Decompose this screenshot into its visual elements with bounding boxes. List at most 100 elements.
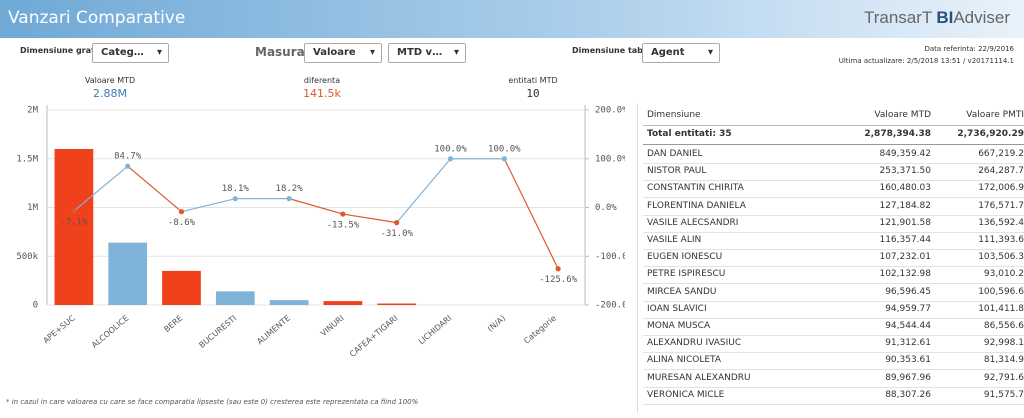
brand-text: BI: [936, 8, 954, 27]
y-tick-label: 1.5M: [16, 154, 38, 164]
table-cell: MIRCEA SANDU: [647, 286, 717, 297]
x-tick-label: LICHIDARI: [417, 314, 454, 347]
table-cell: 90,353.61: [885, 355, 931, 366]
dropdown[interactable]: Categ…: [92, 43, 169, 63]
line-value-label: 84.7%: [114, 152, 142, 162]
x-tick-label: APE+SUC: [41, 313, 77, 345]
table-cell: 667,219.2: [978, 149, 1024, 159]
line-segment: [127, 165, 182, 213]
table-header: Dimensiune Valoare MTD Valoare PMTI: [643, 105, 1024, 126]
total-row: Total entitati: 35 2,878,394.38 2,736,920.…: [643, 126, 1024, 145]
table-row[interactable]: FLORENTINA DANIELA 127,184.82 176,571.7: [643, 198, 1024, 216]
kpi-label: Valoare MTD: [84, 76, 136, 85]
line-segment: [73, 165, 129, 212]
total-cell: Total entitati: 35: [647, 129, 732, 139]
table-cell: 136,592.4: [978, 217, 1024, 228]
table-row[interactable]: ALINA NICOLETA 90,353.61 81,314.9: [643, 352, 1024, 371]
y2-tick-label: -100.0%: [595, 252, 625, 262]
column-header[interactable]: Valoare PMTI: [966, 110, 1024, 120]
bar: [269, 300, 309, 305]
x-tick-label: (N/A): [486, 314, 507, 334]
table-cell: 176,571.7: [978, 200, 1024, 211]
table-row[interactable]: MURESAN ALEXANDRU 89,967.96 92,791.6: [643, 370, 1024, 388]
table-row[interactable]: PETRE ISPIRESCU 102,132.98 93,010.2: [643, 266, 1024, 285]
line-point: [286, 196, 292, 202]
table-cell: 88,307.26: [885, 389, 931, 400]
y2-tick-label: 0.0%: [595, 203, 617, 213]
y-tick-label: 2M: [27, 106, 38, 116]
kpi-label: entitati MTD: [508, 76, 558, 85]
table-row[interactable]: EUGEN IONESCU 107,232.01 103,506.3: [643, 249, 1024, 268]
dropdown[interactable]: Agent: [642, 43, 720, 63]
line-segment: [396, 158, 451, 223]
table-cell: ALEXANDRU IVASIUC: [647, 338, 742, 349]
x-tick-label: BERE: [162, 314, 184, 334]
table-cell: 92,998.1: [983, 338, 1024, 349]
table-row[interactable]: VERONICA MICLE 88,307.26 91,575.7: [643, 387, 1024, 405]
table-row[interactable]: ALEXANDRU IVASIUC 91,312.61 92,998.1: [643, 335, 1024, 354]
table-cell: 102,132.98: [879, 269, 931, 280]
line-value-label: -13.5%: [327, 221, 360, 231]
dropdown[interactable]: MTD v…: [388, 43, 466, 63]
line-point: [125, 163, 131, 169]
line-point: [447, 156, 454, 162]
table-row[interactable]: DAN DANIEL 849,359.42 667,219.2: [643, 146, 1024, 164]
line-point: [232, 196, 238, 202]
column-header[interactable]: Valoare MTD: [874, 110, 931, 120]
table-cell: 160,480.03: [879, 183, 931, 194]
dropdown[interactable]: Valoare: [304, 43, 382, 63]
table-cell: 94,544.44: [885, 321, 931, 331]
y-tick-label: 0: [33, 301, 38, 311]
table-cell: MURESAN ALEXANDRU: [647, 372, 751, 383]
line-point: [394, 220, 400, 226]
x-axis-title: Categorie: [522, 314, 558, 346]
table-cell: NISTOR PAUL: [647, 166, 707, 177]
table-cell: VERONICA MICLE: [647, 389, 725, 400]
table-cell: 127,184.82: [879, 200, 931, 211]
table-cell: IOAN SLAVICI: [647, 303, 707, 314]
line-segment: [342, 213, 397, 224]
table-cell: 103,506.3: [978, 252, 1024, 263]
table-cell: 101,411.8: [978, 303, 1024, 314]
x-tick-label: ALCOOLICE: [90, 314, 131, 350]
table-cell: 172,006.9: [978, 183, 1024, 194]
y2-tick-label: 100.0%: [595, 154, 625, 164]
table-row[interactable]: NISTOR PAUL 253,371.50 264,287.7: [643, 163, 1024, 182]
table-row[interactable]: MONA MUSCA 94,544.44 86,556.6: [643, 318, 1024, 336]
x-tick-label: ALIMENTE: [255, 314, 292, 347]
table-cell: MONA MUSCA: [647, 321, 711, 331]
y2-tick-label: -200.0%: [595, 301, 625, 311]
kpi-label: diferenta: [303, 76, 341, 85]
table-row[interactable]: VASILE ALECSANDRI 121,901.58 136,592.4: [643, 215, 1024, 233]
table-row[interactable]: CONSTANTIN CHIRITA 160,480.03 172,006.9: [643, 180, 1024, 199]
line-value-label: 100.0%: [434, 144, 467, 154]
column-header[interactable]: Dimensiune: [647, 110, 701, 120]
table-cell: PETRE ISPIRESCU: [647, 269, 726, 280]
control-label: Dimensiune tabel: [572, 46, 652, 55]
table-cell: VASILE ALECSANDRI: [647, 217, 739, 228]
table-row[interactable]: IOAN SLAVICI 94,959.77 101,411.8: [643, 301, 1024, 319]
app-title: Vanzari Comparative: [8, 8, 186, 28]
table-row[interactable]: MIRCEA SANDU 96,596.45 100,596.6: [643, 284, 1024, 302]
bar: [108, 242, 148, 305]
table-cell: 100,596.6: [978, 286, 1024, 297]
table-cell: 116,357.44: [879, 235, 931, 245]
separator: [637, 103, 638, 413]
table-cell: 92,791.6: [983, 372, 1024, 383]
kpi-value: 2.88M: [93, 87, 127, 100]
kpi-value: 141.5k: [303, 87, 341, 100]
header-bar: [0, 0, 1024, 38]
table-cell: 86,556.6: [983, 321, 1024, 331]
line-segment: [503, 158, 559, 269]
line-value-label: -8.6%: [168, 218, 196, 228]
table-row[interactable]: VASILE ALIN 116,357.44 111,393.6: [643, 232, 1024, 250]
table-cell: 111,393.6: [978, 235, 1024, 245]
table-cell: ALINA NICOLETA: [647, 355, 721, 366]
line-value-label: 18.2%: [276, 184, 304, 194]
table-cell: 91,312.61: [885, 338, 931, 349]
brand-text: TransarT: [863, 8, 933, 27]
bar: [377, 303, 417, 305]
table-cell: 91,575.7: [983, 389, 1024, 400]
line-value-label: -31.0%: [380, 229, 413, 239]
kpi-value: 10: [526, 87, 540, 100]
